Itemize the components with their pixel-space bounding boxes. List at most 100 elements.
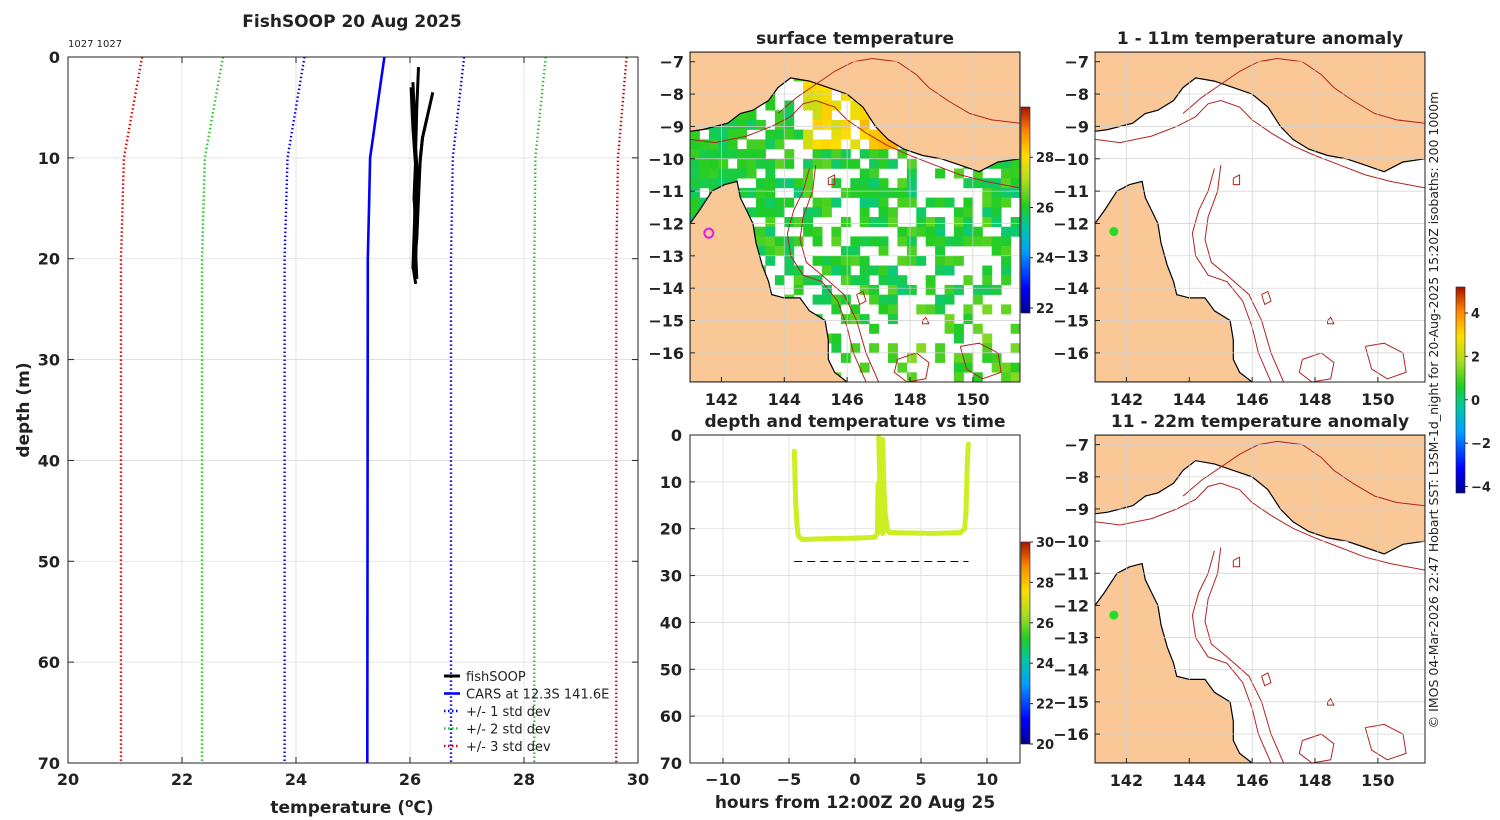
sst-cell — [784, 110, 795, 121]
sst-map-xtick-label: 150 — [956, 390, 989, 409]
time-series-colorbar-label: 26 — [1036, 617, 1054, 632]
sst-cell — [859, 119, 870, 130]
profile-panel: FishSOOP 20 Aug 2025 1027 1027 20 22 24 26 2… — [14, 12, 649, 818]
sst-cell — [906, 372, 917, 382]
anomaly-11-22-title: 11 - 22m temperature anomaly — [1111, 412, 1409, 432]
sst-colorbar — [1020, 106, 1031, 314]
sst-cell — [840, 352, 851, 363]
sst-cell — [982, 304, 993, 315]
sst-cell — [831, 343, 842, 354]
sst-cell — [954, 226, 964, 237]
sst-cell — [897, 362, 908, 373]
sst-cell — [803, 158, 813, 169]
profile-series — [409, 87, 418, 269]
sst-cell — [963, 207, 974, 218]
sst-cell — [765, 255, 776, 266]
sst-cell — [803, 81, 813, 92]
sst-cell — [972, 284, 983, 295]
time-series-xtick-label: 10 — [976, 770, 998, 789]
sst-cell — [906, 284, 917, 295]
profile-xtick-label: 22 — [171, 770, 193, 789]
sst-cell — [831, 226, 842, 237]
sst-cell — [708, 149, 719, 160]
sst-cell — [822, 100, 832, 111]
sst-cell — [1010, 168, 1020, 179]
sst-map-frame — [689, 51, 1021, 383]
sst-cell — [878, 265, 889, 276]
sst-cell — [897, 187, 908, 198]
anomaly-11-22-isobath — [1327, 697, 1335, 706]
sst-cell — [746, 139, 757, 150]
sst-cell — [812, 81, 823, 92]
sst-cell — [888, 343, 898, 354]
sst-cell — [727, 149, 738, 160]
sst-cell — [982, 343, 993, 354]
sst-map-land — [690, 52, 1020, 382]
sst-cell — [878, 207, 889, 218]
anomaly-1-11-isobath — [1204, 165, 1285, 382]
time-series-ytick-label: 20 — [660, 520, 682, 539]
anomaly-11-22-xtick-label: 144 — [1173, 771, 1206, 790]
time-series-grid — [690, 434, 1020, 764]
sst-cell — [718, 178, 729, 189]
sst-map-grid — [690, 52, 1020, 382]
sst-map-ytick-label: −10 — [648, 150, 684, 169]
anomaly-1-11-isobath — [1261, 290, 1272, 306]
time-series-colorbar — [1020, 541, 1031, 745]
sst-cell — [916, 255, 927, 266]
sst-cell — [906, 246, 917, 257]
time-series-colorbar-label: 28 — [1036, 576, 1054, 591]
sst-cell — [963, 275, 974, 286]
sst-cell — [878, 246, 889, 257]
sst-cell — [925, 284, 936, 295]
legend-label: CARS at 12.3S 141.6E — [466, 688, 609, 703]
sst-cell — [690, 168, 700, 179]
sst-colorbar-ticks: 22 24 26 28 — [1030, 151, 1054, 317]
sst-cell — [954, 255, 964, 266]
anomaly-1-11-title: 1 - 11m temperature anomaly — [1117, 29, 1403, 49]
sst-cell — [869, 323, 879, 334]
sst-cell — [906, 187, 917, 198]
sst-cell — [690, 139, 700, 150]
sst-cell — [784, 255, 795, 266]
anomaly-1-11-body — [1095, 52, 1425, 382]
sst-cell — [1001, 187, 1011, 198]
sst-cell — [1010, 178, 1020, 189]
time-series-xtick-label: −5 — [777, 770, 802, 789]
sst-cell — [869, 294, 879, 305]
anomaly-11-22-ytick-label: −15 — [1053, 693, 1089, 712]
anomaly-colorbar-label: 0 — [1471, 394, 1480, 409]
sst-cell — [793, 284, 804, 295]
sst-cell — [859, 284, 870, 295]
sst-cell — [944, 236, 955, 247]
sst-cell — [906, 255, 917, 266]
sst-cell — [991, 246, 1002, 257]
sst-cell — [859, 129, 870, 140]
sst-cell — [963, 226, 974, 237]
anomaly-1-11-dot — [1109, 227, 1119, 237]
sst-cell — [1010, 372, 1020, 382]
sst-cell — [803, 90, 813, 101]
sst-cell — [850, 100, 861, 111]
sst-cell — [935, 265, 945, 276]
sst-cell — [765, 139, 776, 150]
anomaly-11-22-isobath — [1364, 723, 1407, 761]
sst-cell — [869, 343, 879, 354]
sst-cell — [690, 197, 700, 208]
sst-cell — [850, 187, 861, 198]
sst-cell — [1001, 158, 1011, 169]
sst-cell — [699, 149, 710, 160]
sst-cell — [944, 265, 955, 276]
anomaly-1-11-isobath — [1191, 168, 1272, 382]
time-series-xtick-label: −10 — [705, 770, 741, 789]
sst-cell — [935, 236, 945, 247]
sst-cell — [982, 333, 993, 344]
profile-ytick-label: 40 — [38, 451, 60, 470]
sst-map-xtick-label: 142 — [705, 390, 738, 409]
sst-cell — [850, 343, 861, 354]
sst-cell — [925, 197, 936, 208]
sst-cell — [906, 158, 917, 169]
sst-cell — [812, 110, 823, 121]
anomaly-11-22-marker — [1109, 610, 1119, 620]
